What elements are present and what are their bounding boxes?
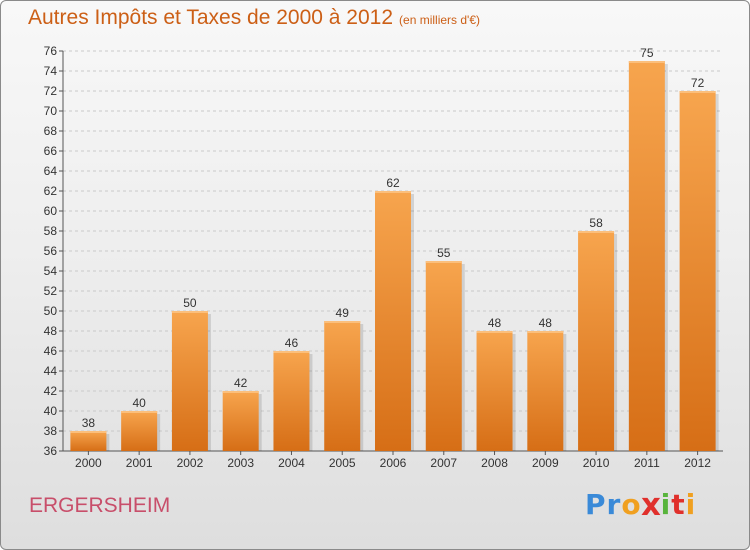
bar xyxy=(527,331,564,451)
y-tick-label: 44 xyxy=(44,364,58,378)
y-tick-label: 50 xyxy=(44,304,58,318)
x-tick-label: 2005 xyxy=(329,456,356,470)
bar-top-highlight xyxy=(273,351,310,353)
x-tick-label: 2003 xyxy=(227,456,254,470)
data-label: 75 xyxy=(640,46,654,60)
data-label: 48 xyxy=(539,316,553,330)
bar-top-highlight xyxy=(578,231,615,233)
y-tick-label: 74 xyxy=(44,64,58,78)
logo-letter: x xyxy=(640,486,662,523)
y-tick-label: 38 xyxy=(44,424,58,438)
chart-unit-note: (en milliers d'€) xyxy=(399,13,481,27)
x-tick-label: 2004 xyxy=(278,456,305,470)
x-tick-label: 2012 xyxy=(684,456,711,470)
y-tick-label: 62 xyxy=(44,184,58,198)
y-tick-label: 36 xyxy=(44,444,58,458)
data-label: 50 xyxy=(183,296,197,310)
x-tick-label: 2011 xyxy=(634,456,660,470)
data-label: 58 xyxy=(589,216,603,230)
bar-top-highlight xyxy=(527,331,564,333)
logo-letter: i xyxy=(660,488,672,521)
data-label: 48 xyxy=(488,316,502,330)
x-tick-label: 2000 xyxy=(75,456,102,470)
bar-top-highlight xyxy=(121,411,158,413)
bar-top-highlight xyxy=(679,91,716,93)
logo-letter: t xyxy=(671,488,686,521)
bar xyxy=(70,431,107,451)
y-tick-label: 52 xyxy=(44,284,58,298)
proxiti-logo: Proxiti xyxy=(585,486,697,523)
y-tick-label: 56 xyxy=(44,244,58,258)
x-tick-label: 2006 xyxy=(380,456,407,470)
bar xyxy=(375,191,411,451)
bar xyxy=(679,91,716,451)
bar xyxy=(171,311,208,451)
bar-top-highlight xyxy=(324,321,361,323)
bar xyxy=(324,321,361,451)
bar xyxy=(121,411,158,451)
y-tick-label: 68 xyxy=(44,124,58,138)
y-tick-label: 64 xyxy=(44,164,58,178)
bar-top-highlight xyxy=(70,431,107,433)
x-tick-label: 2009 xyxy=(532,456,559,470)
data-label: 38 xyxy=(82,416,96,430)
logo-letter: r xyxy=(606,488,622,521)
x-tick-label: 2007 xyxy=(430,456,457,470)
commune-name: ERGERSHEIM xyxy=(29,494,171,517)
data-label: 55 xyxy=(437,246,451,260)
bar xyxy=(578,231,615,451)
data-label: 72 xyxy=(691,76,705,90)
x-tick-label: 2010 xyxy=(583,456,610,470)
bar-top-highlight xyxy=(425,261,462,263)
y-tick-label: 40 xyxy=(44,404,58,418)
y-tick-label: 46 xyxy=(44,344,58,358)
data-label: 62 xyxy=(386,176,400,190)
bar-top-highlight xyxy=(628,61,665,63)
logo-letter: P xyxy=(585,488,607,521)
bar xyxy=(628,61,665,451)
y-tick-label: 42 xyxy=(44,384,58,398)
bar xyxy=(222,391,259,451)
bar-top-highlight xyxy=(375,191,411,193)
y-tick-label: 72 xyxy=(44,84,58,98)
x-tick-label: 2001 xyxy=(126,456,153,470)
data-label: 46 xyxy=(285,336,299,350)
bar-top-highlight xyxy=(171,311,208,313)
bar xyxy=(425,261,462,451)
chart-title-main: Autres Impôts et Taxes de 2000 à 2012 xyxy=(28,6,394,29)
data-label: 42 xyxy=(234,376,248,390)
data-label: 40 xyxy=(132,396,146,410)
y-tick-label: 76 xyxy=(44,44,58,58)
y-tick-label: 60 xyxy=(44,204,58,218)
x-tick-label: 2008 xyxy=(481,456,508,470)
logo-letter: o xyxy=(621,488,642,521)
y-tick-label: 58 xyxy=(44,224,58,238)
data-label: 49 xyxy=(336,306,350,320)
y-tick-label: 66 xyxy=(44,144,58,158)
y-tick-label: 70 xyxy=(44,104,58,118)
logo-letter: i xyxy=(685,488,697,521)
chart-title: Autres Impôts et Taxes de 2000 à 2012 (en… xyxy=(28,6,480,30)
bar xyxy=(476,331,513,451)
y-tick-label: 48 xyxy=(44,324,58,338)
x-tick-label: 2002 xyxy=(177,456,204,470)
bar xyxy=(273,351,310,451)
y-tick-label: 54 xyxy=(44,264,58,278)
bar-top-highlight xyxy=(476,331,513,333)
bar-top-highlight xyxy=(222,391,259,393)
